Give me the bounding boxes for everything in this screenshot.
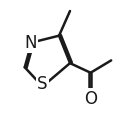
- Text: O: O: [84, 90, 97, 108]
- Text: N: N: [24, 34, 36, 52]
- Text: S: S: [37, 75, 48, 93]
